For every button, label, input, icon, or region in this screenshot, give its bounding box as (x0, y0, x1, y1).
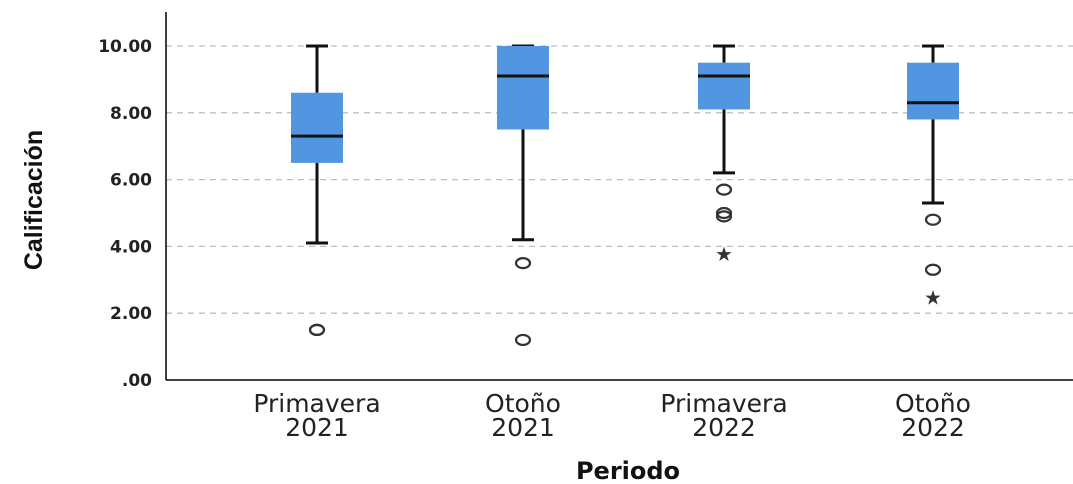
outlier-point (514, 333, 532, 347)
boxes: ★★ (291, 44, 959, 347)
category-label-line1: Otoño (895, 389, 971, 418)
iqr-box (698, 62, 750, 110)
category-label-line1: Otoño (485, 389, 561, 418)
axes (165, 12, 1073, 381)
box-group: ★ (698, 44, 750, 266)
outlier-point (715, 183, 733, 196)
outlier-point (715, 206, 733, 220)
outlier-point (514, 257, 532, 270)
x-axis-title: Periodo (576, 457, 680, 484)
category-label-line2: 2022 (901, 413, 965, 442)
iqr-box (497, 46, 549, 130)
category-label-line2: 2022 (692, 413, 756, 442)
category-label-line1: Primavera (253, 389, 380, 418)
category-label-line1: Primavera (660, 389, 787, 418)
category-label-line2: 2021 (491, 413, 555, 442)
outlier-point (715, 210, 733, 223)
outlier-point (308, 323, 326, 336)
extreme-point: ★ (715, 242, 733, 266)
y-tick-label: 8.00 (110, 104, 152, 124)
iqr-box (291, 92, 343, 163)
grid-lines (166, 45, 1073, 314)
extreme-point: ★ (924, 286, 942, 310)
outlier-point (924, 263, 942, 276)
y-tick-label: 6.00 (110, 171, 152, 191)
iqr-box (907, 62, 959, 120)
y-tick-labels: .00 2.00 4.00 6.00 8.00 10.00 (98, 37, 152, 391)
y-tick-label: 10.00 (98, 37, 152, 57)
box-group: ★ (907, 44, 959, 310)
box-group (497, 44, 549, 347)
category-label-line2: 2021 (285, 413, 349, 442)
y-tick-label: 4.00 (110, 237, 152, 257)
y-tick-label: .00 (122, 371, 152, 391)
y-tick-label: 2.00 (110, 304, 152, 324)
box-group (291, 44, 343, 336)
y-axis-title: Calificación (20, 130, 48, 270)
x-category-labels: Primavera2021Otoño2021Primavera2022Otoño… (253, 389, 971, 442)
outlier-point (924, 213, 942, 226)
